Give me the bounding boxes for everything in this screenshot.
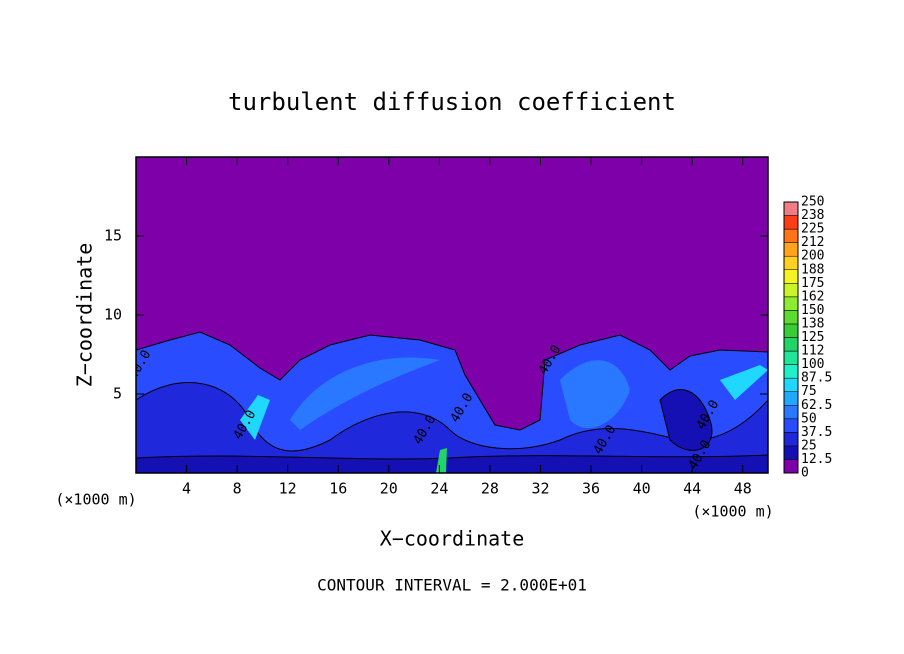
x-tick-label: 32 xyxy=(531,480,549,498)
colorbar-label: 200 xyxy=(801,249,824,264)
colorbar-swatch xyxy=(783,296,799,311)
x-axis-label: X−coordinate xyxy=(380,527,525,551)
colorbar-swatch xyxy=(783,364,799,379)
x-unit-label: (×1000 m) xyxy=(55,491,136,509)
colorbar-label: 238 xyxy=(801,208,824,223)
colorbar-label: 50 xyxy=(801,411,817,426)
x-tick-label: 4 xyxy=(182,480,191,498)
y-tick-label: 10 xyxy=(104,306,122,324)
colorbar-label: 62.5 xyxy=(801,398,832,413)
field: 40.0 40.040.040.040.040.040.040.0 xyxy=(136,157,768,473)
y-tick-label: 15 xyxy=(104,227,122,245)
field-region xyxy=(240,395,270,440)
colorbar-swatch xyxy=(783,432,799,447)
colorbar-swatch xyxy=(783,283,799,298)
colorbar-label: 112 xyxy=(801,344,824,359)
colorbar-label: 87.5 xyxy=(801,371,832,386)
x-tick-label: 8 xyxy=(233,480,242,498)
colorbar-label: 25 xyxy=(801,438,817,453)
colorbar-swatch xyxy=(783,405,799,420)
x-tick-label: 20 xyxy=(380,480,398,498)
field-region xyxy=(720,365,768,400)
colorbar-swatch xyxy=(783,269,799,284)
colorbar-swatch xyxy=(783,391,799,406)
colorbar-label: 212 xyxy=(801,235,824,250)
colorbar-label: 37.5 xyxy=(801,425,832,440)
colorbar-swatch xyxy=(783,445,799,460)
x-tick-label: 12 xyxy=(279,480,297,498)
field-region xyxy=(436,448,447,473)
field-region xyxy=(659,389,713,451)
field-region xyxy=(560,360,630,429)
colorbar-swatch xyxy=(783,418,799,433)
colorbar-label: 100 xyxy=(801,357,824,372)
colorbar-swatch xyxy=(783,350,799,365)
contour-note: CONTOUR INTERVAL = 2.000E+01 xyxy=(317,576,587,595)
colorbar-frame xyxy=(783,201,799,474)
colorbar-label: 125 xyxy=(801,330,824,345)
colorbar-swatch xyxy=(783,459,799,474)
colorbar-label: 225 xyxy=(801,222,824,237)
colorbar-swatch xyxy=(783,242,799,257)
x-tick-label: 40 xyxy=(633,480,651,498)
x-tick-label: 16 xyxy=(329,480,347,498)
colorbar-label: 162 xyxy=(801,289,824,304)
x-tick-label: 36 xyxy=(582,480,600,498)
colorbar-swatch xyxy=(783,228,799,243)
colorbar-label: 12.5 xyxy=(801,452,832,467)
y-tick-label: 5 xyxy=(113,385,122,403)
colorbar-swatch xyxy=(783,323,799,338)
x-unit-label: (×1000 m) xyxy=(692,503,773,521)
colorbar-swatch xyxy=(783,215,799,230)
colorbar-label: 175 xyxy=(801,276,824,291)
colorbar-swatch xyxy=(783,255,799,271)
colorbar-swatch xyxy=(783,377,799,392)
field-region xyxy=(136,454,768,473)
colorbar-label: 0 xyxy=(801,466,809,481)
field-region xyxy=(290,357,440,430)
x-tick-label: 28 xyxy=(481,480,499,498)
colorbar-label: 75 xyxy=(801,384,817,399)
colorbar-swatch xyxy=(783,337,799,352)
x-tick-label: 48 xyxy=(734,480,752,498)
colorbar-swatch xyxy=(783,201,799,216)
x-tick-label: 24 xyxy=(430,480,448,498)
y-axis-label: Z−coordinate xyxy=(73,243,97,388)
colorbar-label: 150 xyxy=(801,303,824,318)
colorbar-label: 138 xyxy=(801,316,824,331)
x-tick-label: 44 xyxy=(683,480,701,498)
colorbar-swatch xyxy=(783,310,799,325)
chart-title: turbulent diffusion coefficient xyxy=(228,88,676,116)
colorbar-label: 250 xyxy=(801,195,824,210)
colorbar-label: 188 xyxy=(801,262,824,277)
